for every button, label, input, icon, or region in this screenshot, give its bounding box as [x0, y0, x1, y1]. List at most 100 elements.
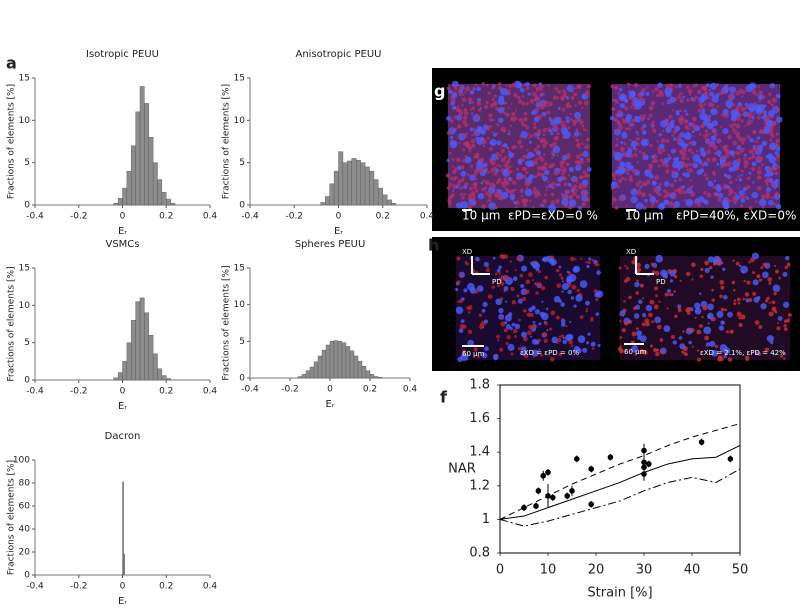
x-tick-label: 20 [588, 563, 605, 578]
texture-dot [708, 114, 712, 118]
texture-dot [466, 173, 470, 177]
texture-dot [510, 102, 513, 105]
bar [117, 198, 123, 206]
x-tick-label: 0.2 [159, 387, 173, 397]
texture-dot [623, 300, 626, 303]
scale-bar-label: 60 µm [624, 348, 647, 356]
texture-dot [571, 284, 577, 290]
texture-dot [548, 118, 553, 122]
texture-dot [770, 182, 776, 187]
texture-dot [767, 99, 772, 105]
texture-dot [751, 166, 756, 172]
texture-dot [742, 187, 748, 192]
texture-dot [453, 175, 458, 180]
texture-dot [562, 336, 565, 340]
texture-dot [772, 168, 775, 171]
texture-dot [758, 278, 763, 282]
y-axis-label: Fractions of elements [%] [7, 460, 17, 575]
texture-dot [743, 164, 748, 169]
texture-dot [663, 194, 668, 199]
texture-dot [534, 340, 540, 345]
texture-dot [512, 180, 517, 185]
texture-dot [682, 152, 687, 157]
texture-dot [767, 277, 773, 282]
texture-dot [694, 307, 702, 315]
texture-dot [538, 82, 543, 87]
texture-dot [482, 301, 488, 308]
texture-dot [509, 193, 516, 200]
texture-dot [515, 176, 520, 181]
texture-dot [695, 309, 698, 313]
line [499, 468, 741, 527]
texture-dot [740, 198, 746, 203]
point [588, 501, 594, 508]
texture-dot [733, 299, 737, 302]
texture-dot [565, 103, 571, 109]
texture-dot [445, 173, 451, 178]
texture-dot [560, 96, 565, 101]
texture-dot [565, 189, 571, 195]
texture-dot [572, 178, 577, 182]
texture-dot [651, 154, 655, 159]
texture-dot [716, 310, 724, 318]
texture-dot [693, 135, 696, 138]
texture-dot [686, 157, 690, 161]
texture-dot [699, 112, 708, 121]
texture-dot [520, 120, 524, 124]
texture-dot [688, 122, 693, 127]
bar [373, 376, 379, 379]
texture-dot [757, 156, 763, 162]
texture-dot [707, 322, 710, 325]
texture-dot [670, 95, 673, 98]
texture-dot [724, 85, 727, 88]
texture-dot [510, 286, 515, 292]
texture-dot [579, 132, 582, 136]
texture-dot [619, 348, 624, 354]
texture-dot [764, 173, 768, 177]
bar [161, 192, 167, 206]
texture-dot [658, 300, 661, 303]
texture-dot [651, 90, 655, 94]
texture-dot [451, 90, 455, 94]
texture-dot [663, 199, 670, 206]
texture-dot [619, 147, 624, 152]
texture-dot [677, 135, 681, 139]
texture-dot [538, 88, 541, 91]
texture-dot [586, 84, 591, 89]
texture-dot [732, 140, 738, 146]
texture-dot [728, 192, 732, 196]
texture-dot [690, 191, 695, 197]
texture-dot [456, 114, 463, 121]
texture-dot [642, 155, 645, 159]
texture-dot [760, 266, 764, 270]
texture-dot [524, 124, 528, 128]
texture-dot [663, 351, 666, 354]
texture-dot [636, 161, 639, 164]
texture-dot [550, 310, 556, 316]
texture-dot [756, 274, 761, 279]
x-tick-label: 0.4 [203, 582, 218, 592]
texture-dot [541, 85, 544, 88]
texture-dot [694, 316, 697, 319]
x-tick-label: 0.4 [203, 212, 218, 222]
texture-dot [723, 202, 730, 210]
texture-dot [701, 86, 706, 91]
bar [357, 360, 363, 379]
texture-dot [469, 186, 474, 191]
bar [305, 370, 311, 379]
texture-dot [678, 167, 681, 170]
texture-dot [719, 294, 723, 299]
texture-dot [663, 181, 670, 187]
texture-dot [782, 301, 790, 308]
texture-dot [668, 114, 673, 119]
point [533, 503, 539, 509]
texture-dot [505, 269, 509, 273]
bar [126, 170, 132, 206]
texture-dot [634, 281, 640, 288]
y-tick-label: 0.8 [469, 546, 490, 561]
texture-dot [618, 87, 623, 92]
micrographs [445, 80, 792, 363]
texture-dot [472, 127, 476, 131]
texture-dot [769, 83, 776, 89]
texture-dot [641, 87, 646, 93]
